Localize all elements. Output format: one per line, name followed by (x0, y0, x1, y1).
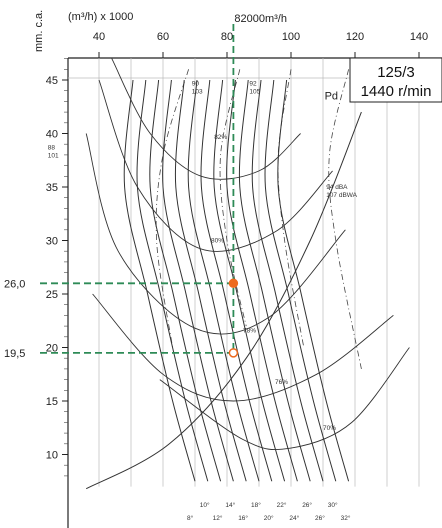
y-tick-label-45: 45 (46, 75, 58, 87)
x-tick-label-40: 40 (93, 31, 105, 43)
angle-label-0: 8° (187, 514, 194, 522)
noise-label-0-0: 88 (48, 145, 56, 152)
noise-dash-curve-1 (219, 69, 247, 327)
blade-curve-0 (123, 79, 196, 482)
title-box (349, 57, 442, 103)
x-tick-label-120: 120 (346, 31, 364, 43)
operating-pressure-label-0: 26,0 (4, 278, 25, 290)
blade-curve-8 (226, 79, 298, 482)
x-tick-label-80: 80 (221, 31, 233, 43)
angle-label-5: 18° (251, 501, 261, 509)
angle-label-11: 30° (328, 501, 338, 509)
angle-label-8: 24° (289, 514, 299, 522)
blade-curve-10 (251, 79, 324, 482)
chart-title: 125/3 (377, 64, 415, 81)
angle-label-7: 22° (277, 501, 287, 509)
efficiency-curve-82 (111, 58, 301, 180)
efficiency-label-82: 82% (214, 134, 227, 141)
blade-curve-3 (162, 79, 234, 482)
chart-subtitle: 1440 r/min (361, 83, 432, 100)
y-tick-label-15: 15 (46, 396, 58, 408)
blade-curve-5 (187, 79, 260, 482)
noise-dash-curve-3 (328, 69, 362, 369)
y-tick-label-40: 40 (46, 129, 58, 141)
angle-label-6: 20° (264, 514, 274, 522)
blade-curves (85, 79, 362, 490)
angle-label-4: 16° (238, 514, 248, 522)
operating-pressure-label-1: 19,5 (4, 348, 25, 360)
efficiency-label-70: 70% (323, 425, 336, 432)
operating-point-marker-1 (228, 348, 239, 358)
x-tick-label-60: 60 (157, 31, 169, 43)
efficiency-label-76: 76% (275, 379, 288, 386)
y-tick-label-20: 20 (46, 343, 58, 355)
y-tick-label-10: 10 (46, 450, 58, 462)
efficiency-curves (85, 58, 410, 451)
y-tick-label-35: 35 (46, 182, 58, 194)
operating-point-marker-0 (228, 278, 239, 289)
box-layer: 125/3 1440 r/min (349, 57, 442, 103)
x-tick-label-100: 100 (282, 31, 300, 43)
noise-label-1-0: 90 (192, 80, 200, 87)
angle-label-1: 10° (200, 501, 210, 509)
blade-curve-1 (136, 79, 209, 482)
blade-curve-4 (174, 79, 247, 482)
efficiency-curve-80 (98, 79, 333, 252)
operating-flow-label: 82000m³/h (234, 13, 287, 25)
reference-lines (40, 24, 239, 358)
labels-layer: 40 60 80 100 120 140 10 15 20 25 30 35 40 45 (m³/h) x … (4, 10, 428, 522)
efficiency-label-78: 78% (243, 328, 256, 335)
blade-curve-11 (264, 79, 337, 482)
efficiency-curve-78 (85, 133, 346, 335)
noise-dash-curve-0 (155, 69, 189, 348)
y-tick-label-30: 30 (46, 236, 58, 248)
noise-label-2-0: 92 (249, 80, 257, 87)
noise-label-3-1: 107 dBWA (326, 192, 357, 199)
efficiency-curve-70 (159, 347, 410, 451)
angle-label-12: 32° (341, 514, 351, 522)
blade-curve-2 (149, 79, 222, 482)
angle-label-3: 14° (225, 501, 235, 509)
y-axis-label: mm. c.a. (33, 10, 45, 52)
noise-label-0-1: 101 (48, 153, 59, 160)
angle-label-9: 26° (302, 501, 312, 509)
blade-curve-9 (238, 79, 311, 482)
power-curve-label: Pd (325, 90, 338, 102)
blade-curve-12 (277, 79, 350, 482)
angle-label-2: 12° (213, 514, 223, 522)
power-curve-pd (85, 111, 362, 490)
noise-label-2-1: 105 (249, 88, 260, 95)
noise-label-3-0: 94 dBA (326, 184, 348, 191)
angle-label-10: 26° (315, 514, 325, 522)
noise-label-1-1: 103 (192, 88, 203, 95)
x-axis-label: (m³/h) x 1000 (68, 11, 133, 23)
blade-curve-7 (213, 79, 286, 482)
blade-curve-6 (200, 79, 273, 482)
y-tick-label-25: 25 (46, 289, 58, 301)
efficiency-curve-76 (92, 293, 394, 402)
efficiency-label-80: 80% (211, 238, 224, 245)
x-tick-label-140: 140 (410, 31, 428, 43)
